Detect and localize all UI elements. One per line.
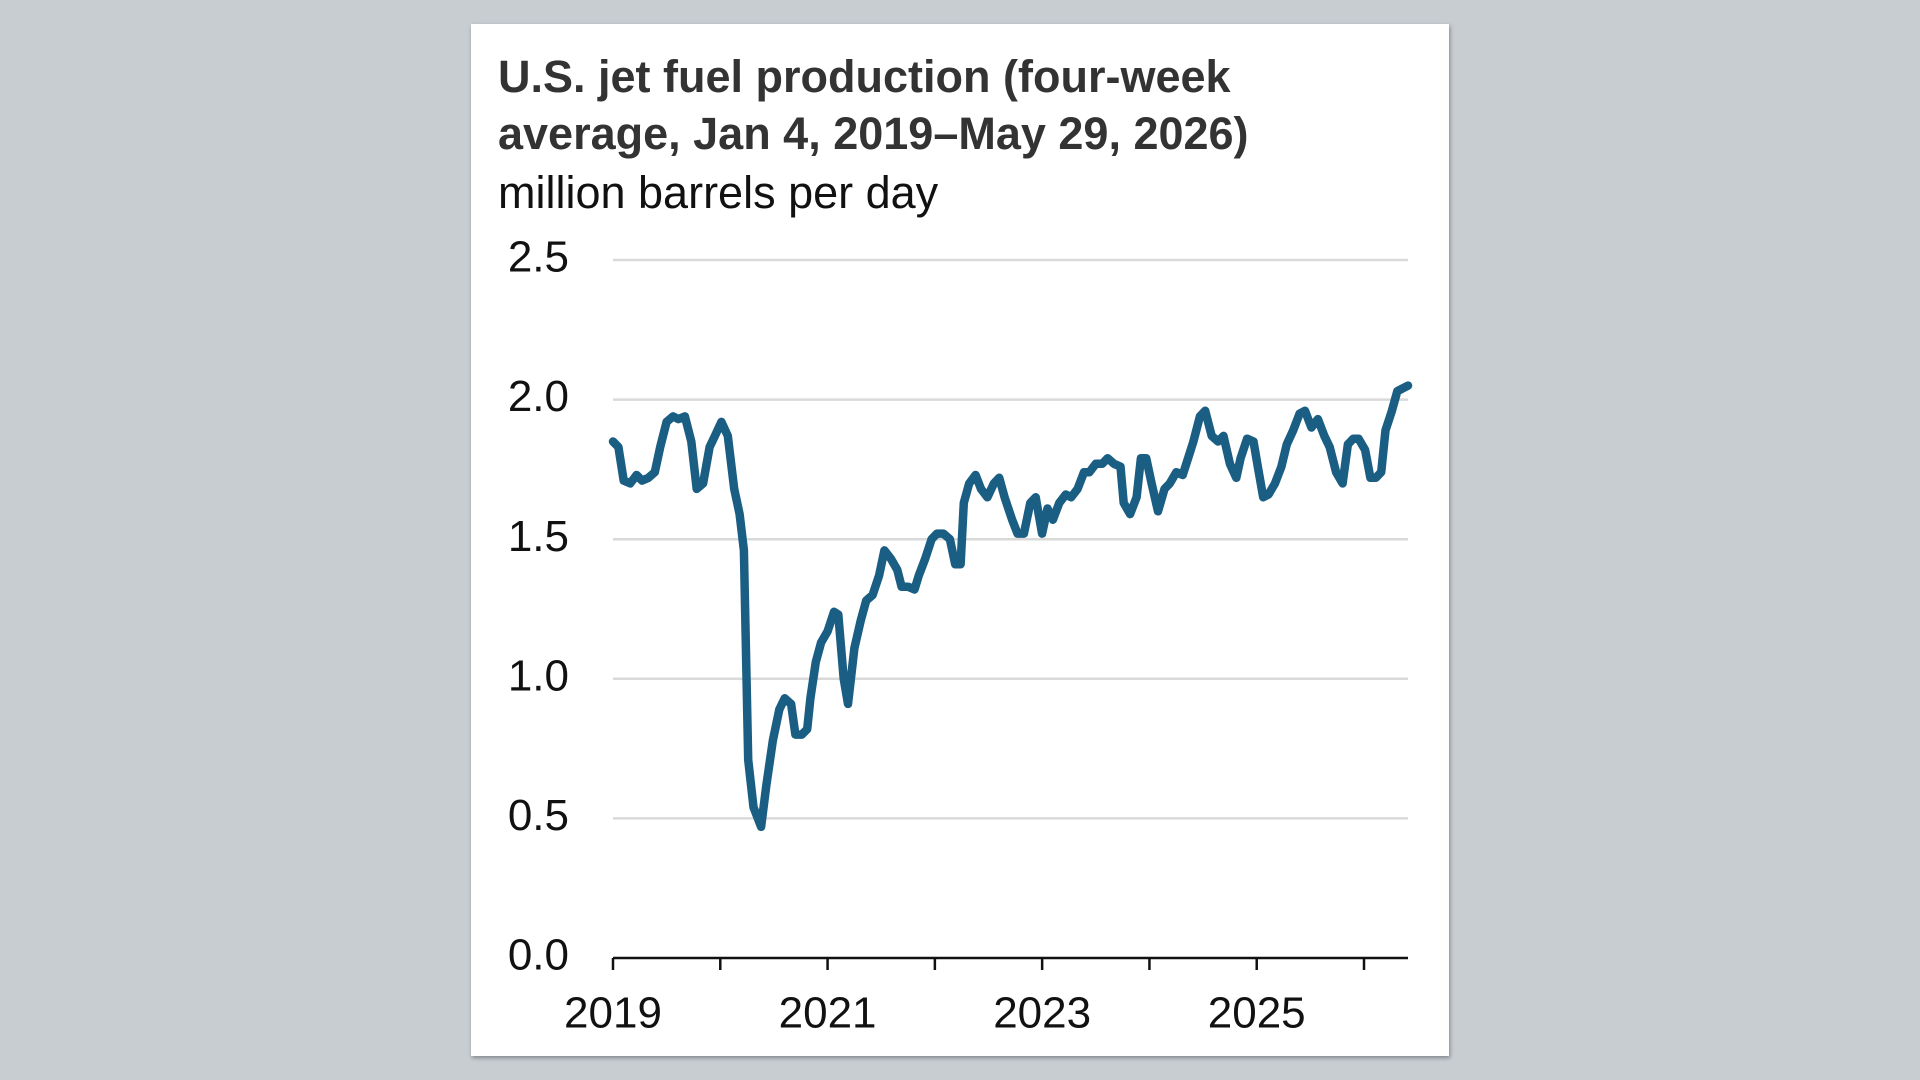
y-tick-label: 0.5 [508, 791, 569, 840]
data-line [608, 381, 1413, 832]
y-tick-label: 2.5 [508, 233, 569, 282]
x-tick-label: 2019 [564, 989, 662, 1038]
x-tick-label: 2025 [1208, 989, 1306, 1038]
y-tick-label: 1.0 [508, 651, 569, 700]
chart-subtitle: million barrels per day [498, 167, 939, 218]
x-tick-label: 2021 [779, 989, 877, 1038]
y-tick-label: 0.0 [508, 931, 569, 980]
chart: 0.0 0.5 1.0 1.5 2.0 2.5 2019 2021 2023 2025 [508, 233, 1413, 1038]
chart-title: U.S. jet fuel production (four-week aver… [498, 51, 1249, 159]
chart-card: U.S. jet fuel production (four-week aver… [471, 24, 1449, 1056]
y-tick-label: 1.5 [508, 512, 569, 561]
y-tick-label: 2.0 [508, 372, 569, 421]
x-tick-label: 2023 [993, 989, 1091, 1038]
